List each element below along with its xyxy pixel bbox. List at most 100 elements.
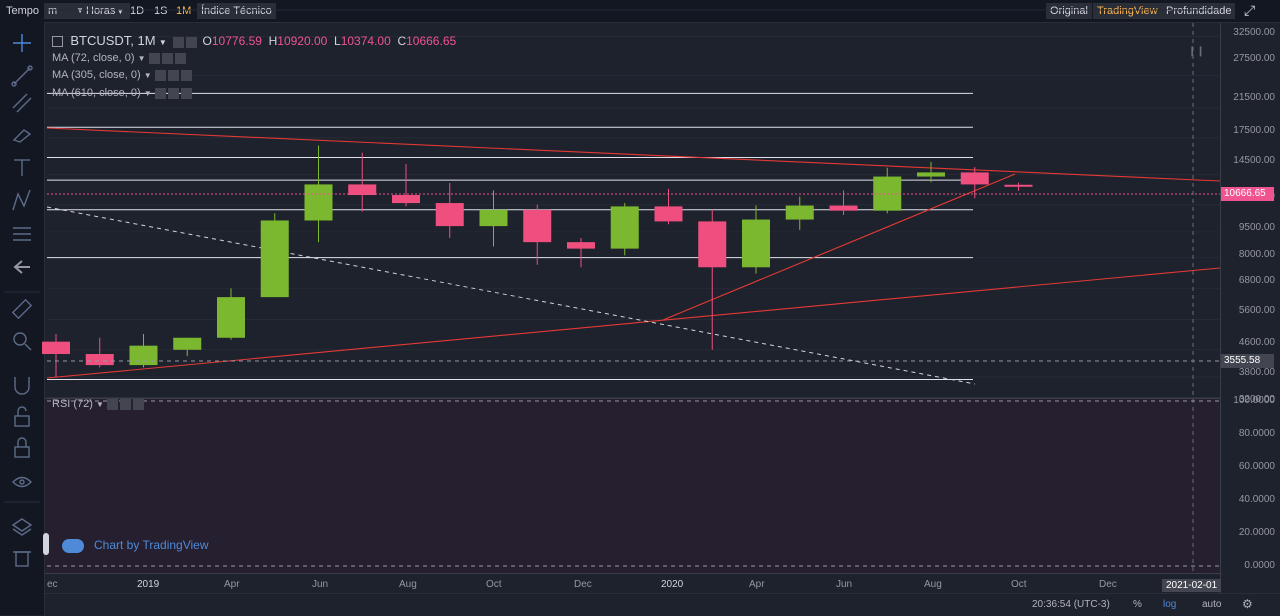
candle-body <box>742 219 770 268</box>
symbol-actions[interactable] <box>173 35 199 49</box>
text-icon[interactable] <box>14 159 30 176</box>
percent-toggle[interactable]: % <box>1133 599 1142 610</box>
parallel-lines-icon[interactable] <box>12 93 32 113</box>
current-price-tag: 10666.65 <box>1221 187 1274 201</box>
close-icon[interactable] <box>174 52 186 64</box>
fullscreen-icon[interactable]: ⤢ <box>1244 2 1256 18</box>
collapse-icon[interactable] <box>52 36 63 48</box>
brush-icon[interactable] <box>12 129 32 143</box>
rsi-axis-label: 60.0000 <box>1238 461 1275 472</box>
time-axis-label: Oct <box>486 579 502 590</box>
pattern-icon[interactable] <box>12 189 31 211</box>
time-axis-label: Aug <box>399 579 417 590</box>
cloud-icon <box>62 538 84 553</box>
candle <box>42 333 70 377</box>
candle <box>479 190 508 247</box>
candle-body <box>785 205 814 220</box>
crosshair-icon[interactable] <box>13 34 31 52</box>
interval-1s-button[interactable]: 1S <box>154 5 168 17</box>
hide-icon[interactable] <box>167 69 179 81</box>
arrow-left-icon[interactable] <box>13 260 30 274</box>
ma-72-legend[interactable]: MA (72, close, 0) ▼ <box>52 52 188 64</box>
candle-body <box>304 184 333 221</box>
tradingview-watermark[interactable]: Chart by TradingView <box>62 538 209 553</box>
log-toggle[interactable]: log <box>1163 599 1177 610</box>
settings-icon[interactable] <box>154 87 166 99</box>
rsi-axis-label: 100.0000 <box>1233 395 1275 406</box>
pause-icon[interactable]: ❙❙ <box>1188 46 1205 57</box>
view-depth-tab[interactable]: Profundidade <box>1162 3 1236 19</box>
settings-icon[interactable] <box>173 37 185 49</box>
settings-icon[interactable] <box>106 398 118 410</box>
trash-icon[interactable] <box>13 551 31 567</box>
price-axis[interactable]: 32500.00 27500.00 21500.00 17500.00 14500.00… <box>1220 23 1280 593</box>
time-axis-label: Aug <box>924 579 942 590</box>
interval-1m-button[interactable]: 1M <box>176 5 192 17</box>
ma-72-actions[interactable] <box>148 52 188 64</box>
interval-select[interactable]: m ▼ <box>44 3 88 19</box>
ma-305-actions[interactable] <box>154 69 194 81</box>
chevron-down-icon[interactable]: ▼ <box>137 54 146 63</box>
lock-drawing-icon[interactable] <box>14 406 30 427</box>
resistance-trendline <box>46 127 1221 182</box>
measure-icon[interactable] <box>13 227 31 241</box>
rsi-legend[interactable]: RSI (72) ▼ <box>52 398 146 410</box>
top-toolbar: Tempo m ▼ Horas▼ 1D 1S 1M Índice Técnico… <box>0 0 1280 23</box>
candle <box>435 182 464 238</box>
layers-icon[interactable] <box>11 518 33 536</box>
time-axis[interactable]: ec 2019 Apr Jun Aug Oct Dec 2020 Apr Jun Aug Oct Dec <box>45 573 1220 594</box>
eye-icon[interactable] <box>12 476 32 488</box>
candle <box>85 337 114 368</box>
time-axis-label: 2019 <box>137 579 160 590</box>
indicators-button[interactable]: Índice Técnico <box>197 3 276 19</box>
ruler-icon[interactable] <box>11 298 33 320</box>
ma-610-actions[interactable] <box>154 87 194 99</box>
price-axis-label: 17500.00 <box>1233 125 1275 136</box>
ma-305-label: MA (305, close, 0) <box>52 69 141 81</box>
time-axis-label: Dec <box>574 579 592 590</box>
hide-icon[interactable] <box>119 398 131 410</box>
view-original-tab[interactable]: Original <box>1046 3 1092 19</box>
symbol-label[interactable]: BTCUSDT, 1M <box>70 33 156 48</box>
clock-label: 20:36:54 (UTC-3) <box>1032 599 1110 610</box>
interval-1d-button[interactable]: 1D <box>130 5 145 17</box>
rsi-axis-label: 40.0000 <box>1238 494 1275 505</box>
support-trendline-2 <box>662 173 1016 321</box>
settings-icon[interactable] <box>154 69 166 81</box>
candle-body <box>217 297 245 338</box>
pane-resize-handle[interactable] <box>43 533 49 555</box>
chevron-down-icon[interactable]: ▼ <box>96 400 104 409</box>
hide-icon[interactable] <box>161 52 173 64</box>
auto-toggle[interactable]: auto <box>1202 599 1222 610</box>
hide-icon[interactable] <box>186 37 198 49</box>
chevron-down-icon[interactable]: ▼ <box>143 89 152 98</box>
ma-610-legend[interactable]: MA (610, close, 0) ▼ <box>52 87 194 99</box>
candle-body <box>654 206 683 222</box>
rsi-label: RSI (72) <box>52 398 93 410</box>
candle-body <box>260 220 289 298</box>
candle <box>304 145 333 243</box>
settings-icon[interactable] <box>148 52 160 64</box>
view-tradingview-tab[interactable]: TradingView <box>1093 3 1162 19</box>
chevron-down-icon[interactable]: ▼ <box>143 71 152 80</box>
close-icon[interactable] <box>180 69 192 81</box>
candle <box>567 237 595 268</box>
rsi-axis-label: 80.0000 <box>1238 428 1275 439</box>
zoom-icon[interactable] <box>13 332 32 351</box>
bottom-bar: 20:36:54 (UTC-3) % log auto ⚙ <box>45 593 1280 616</box>
chevron-down-icon[interactable]: ▼ <box>158 38 167 47</box>
candle-body <box>917 172 945 177</box>
rsi-actions[interactable] <box>106 398 146 410</box>
magnet-icon[interactable] <box>14 377 30 395</box>
lock-icon[interactable] <box>14 437 30 458</box>
close-label: C <box>397 34 407 48</box>
close-icon[interactable] <box>180 87 192 99</box>
candle <box>1004 182 1033 191</box>
gear-icon[interactable]: ⚙ <box>1242 597 1253 611</box>
ma-305-legend[interactable]: MA (305, close, 0) ▼ <box>52 69 194 81</box>
hours-select[interactable]: Horas▼ <box>82 3 130 19</box>
hide-icon[interactable] <box>167 87 179 99</box>
rsi-pane[interactable] <box>45 398 1220 574</box>
close-icon[interactable] <box>132 398 144 410</box>
trendline-icon[interactable] <box>11 65 33 87</box>
